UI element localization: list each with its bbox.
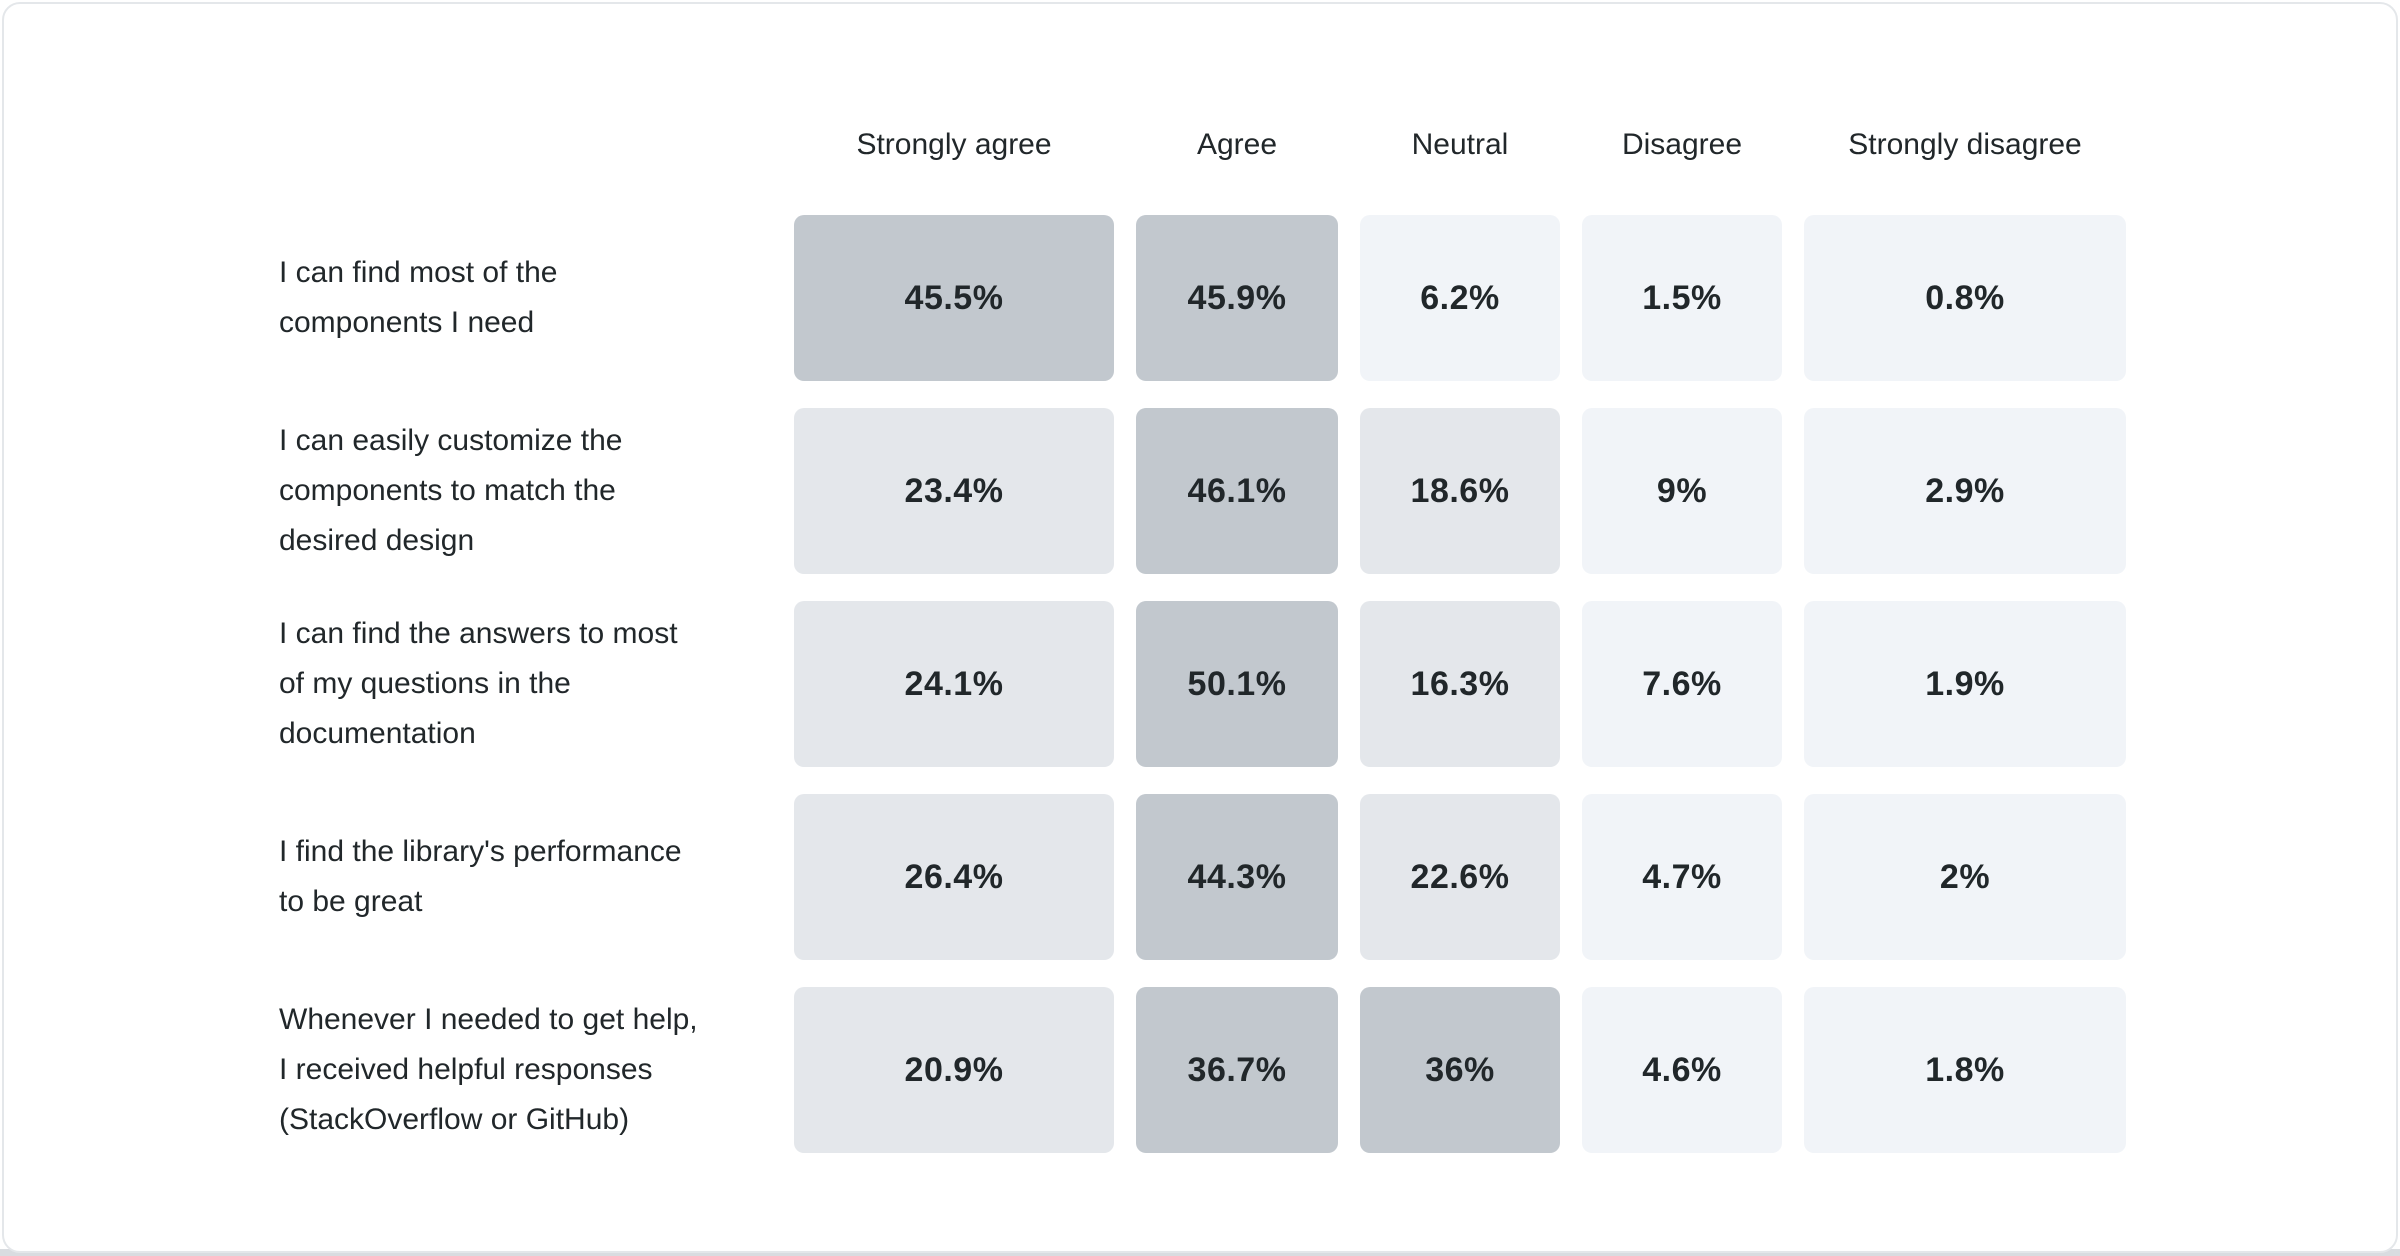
column-header-agree: Agree [1196, 127, 1278, 161]
heatmap-cell: 7.6% [1582, 601, 1782, 767]
row-label-line: I received helpful responses [279, 1053, 653, 1086]
row-label-line: desired design [279, 524, 475, 557]
heatmap-cell: 26.4% [794, 794, 1114, 960]
heatmap-cell: 1.9% [1804, 601, 2126, 767]
heatmap-cell: 45.5% [794, 215, 1114, 381]
row-label: I can find the answers to most of my ques… [279, 601, 772, 767]
heatmap-cell: 0.8% [1804, 215, 2126, 381]
row-label: I can find most of the components I need [279, 215, 772, 381]
heatmap-cell: 23.4% [794, 408, 1114, 574]
corner-cell [279, 79, 772, 188]
row-label-line: Whenever I needed to get help, [279, 1003, 698, 1036]
column-header-neutral: Neutral [1411, 127, 1509, 161]
heatmap-cell: 1.8% [1804, 987, 2126, 1153]
heatmap-cell: 45.9% [1136, 215, 1338, 381]
row-label-line: I can find most of the [279, 256, 558, 289]
row-label-line: (StackOverflow or GitHub) [279, 1103, 630, 1136]
row-label-line: I find the library's performance [279, 835, 682, 868]
column-header-strongly-disagree: Strongly disagree [1848, 127, 2082, 161]
heatmap-cell: 24.1% [794, 601, 1114, 767]
row-label: I can easily customize the components to … [279, 408, 772, 574]
likert-grid: Strongly agree Agree Neutral Disagree Strong… [279, 79, 2126, 1153]
row-label-line: I can find the answers to most [279, 617, 678, 650]
heatmap-cell: 50.1% [1136, 601, 1338, 767]
heatmap-cell: 44.3% [1136, 794, 1338, 960]
heatmap-cell: 36.7% [1136, 987, 1338, 1153]
heatmap-cell: 20.9% [794, 987, 1114, 1153]
heatmap-cell: 2.9% [1804, 408, 2126, 574]
row-label: I find the library's performance to be gr… [279, 794, 772, 960]
column-header-disagree: Disagree [1621, 127, 1743, 161]
row-label-line: documentation [279, 717, 476, 750]
row-label-line: components to match the [279, 474, 616, 507]
heatmap-cell: 1.5% [1582, 215, 1782, 381]
heatmap-cell: 6.2% [1360, 215, 1560, 381]
heatmap-cell: 4.6% [1582, 987, 1782, 1153]
row-label: Whenever I needed to get help, I received… [279, 987, 772, 1153]
row-label-line: components I need [279, 306, 535, 339]
heatmap-cell: 36% [1360, 987, 1560, 1153]
row-label-line: I can easily customize the [279, 424, 623, 457]
row-label-line: of my questions in the [279, 667, 571, 700]
heatmap-cell: 2% [1804, 794, 2126, 960]
heatmap-cell: 46.1% [1136, 408, 1338, 574]
heatmap-cell: 18.6% [1360, 408, 1560, 574]
heatmap-cell: 16.3% [1360, 601, 1560, 767]
row-label-line: to be great [279, 885, 423, 918]
heatmap-cell: 9% [1582, 408, 1782, 574]
heatmap-cell: 22.6% [1360, 794, 1560, 960]
column-header-strongly-agree: Strongly agree [856, 127, 1052, 161]
heatmap-cell: 4.7% [1582, 794, 1782, 960]
